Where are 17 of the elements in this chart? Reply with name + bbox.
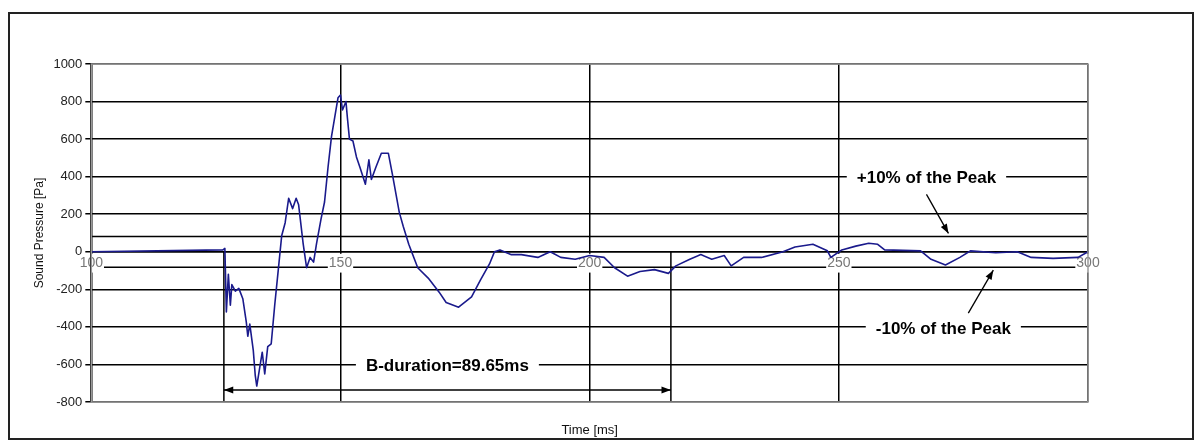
y-tick-label: -200 [56,280,83,296]
y-tick-label: 800 [60,93,83,109]
annotation: +10% of the Peak [856,168,997,188]
x-tick-label: 200 [577,254,602,271]
y-tick-label: 1000 [53,55,83,71]
y-tick-label: -400 [56,318,83,334]
y-tick-label: 400 [60,168,83,184]
y-tick-label: 200 [60,205,83,221]
y-tick-label: 600 [60,130,83,146]
y-tick-label: -600 [56,356,83,372]
annotation: B-duration=89.65ms [365,355,529,375]
y-axis-title: Sound Pressure [Pa] [31,177,46,289]
y-tick-label: -800 [56,393,83,409]
x-tick-label: 150 [328,254,353,271]
x-axis-title: Time [ms] [561,421,618,437]
annotation: -10% of the Peak [875,318,1012,338]
x-tick-label: 250 [827,254,851,271]
